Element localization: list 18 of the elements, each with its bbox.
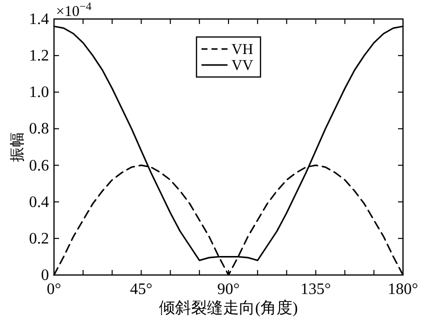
x-tick-label: 135° [300, 281, 331, 298]
legend-label: VV [232, 58, 254, 74]
y-tick-label: 1.2 [29, 48, 49, 65]
y-axis-title: 振幅 [9, 132, 26, 162]
x-tick-label: 0° [46, 281, 62, 298]
annotation: ×10$^{−4}$ [56, 1, 92, 20]
x-axis-title: 倾斜裂缝走向(角度) [159, 299, 298, 317]
x-tick-label: 45° [130, 281, 152, 298]
x-tick-label: 90° [217, 281, 240, 298]
y-tick-label: 0.4 [29, 194, 49, 211]
y-tick-label: 1.4 [29, 11, 49, 28]
y-tick-label: 0.6 [29, 157, 49, 174]
legend-label: VH [232, 42, 254, 58]
y-tick-label: 0.2 [29, 230, 49, 248]
y-tick-label: 0 [41, 267, 49, 284]
x-tick-label: 180° [388, 281, 418, 298]
y-tick-label: 1.0 [29, 84, 49, 102]
y-tick-label: 0.8 [29, 120, 49, 138]
